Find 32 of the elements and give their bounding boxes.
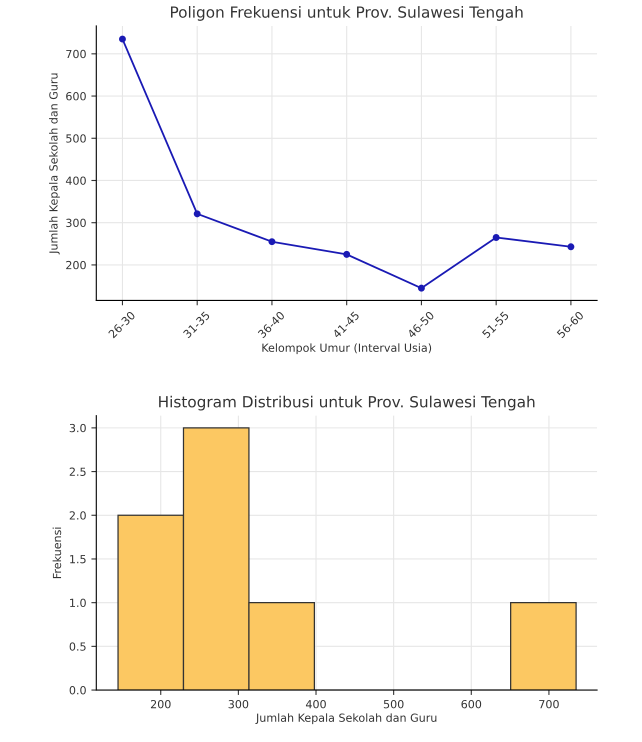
x-tick-label: 400 bbox=[306, 700, 326, 708]
y-tick-label: 0.0 bbox=[70, 686, 86, 694]
point bbox=[194, 210, 201, 218]
y-tick-label: 600 bbox=[66, 92, 86, 100]
y-tick-label: 400 bbox=[66, 176, 86, 185]
x-tick-label: 500 bbox=[384, 700, 404, 708]
y-tick-label: 3.0 bbox=[70, 424, 86, 432]
x-tick-label: 300 bbox=[228, 700, 248, 708]
x-tick-label: 700 bbox=[539, 700, 559, 708]
x-axis-title: Kelompok Umur (Interval Usia) bbox=[262, 343, 432, 354]
x-axis-title: Jumlah Kepala Sekolah dan Guru bbox=[255, 713, 436, 724]
y-tick-label: 300 bbox=[66, 218, 86, 228]
chart-title: Histogram Distribusi untuk Prov. Sulawesi Tengah bbox=[159, 396, 534, 410]
x-tick-label: 600 bbox=[461, 700, 482, 708]
y-axis-title: Frekuensi bbox=[52, 528, 62, 578]
y-tick-label: 700 bbox=[66, 50, 86, 58]
x-tick-label: 200 bbox=[150, 700, 171, 708]
y-tick-label: 200 bbox=[66, 260, 86, 270]
point bbox=[118, 36, 126, 43]
y-tick-label: 0.5 bbox=[70, 642, 86, 651]
y-axis-title: Jumlah Kepala Sekolah dan Guru bbox=[49, 74, 60, 254]
y-tick-label: 1.5 bbox=[70, 555, 86, 564]
point bbox=[492, 234, 500, 241]
y-tick-label: 500 bbox=[66, 134, 86, 143]
point bbox=[418, 284, 425, 292]
point bbox=[343, 250, 350, 258]
point bbox=[567, 243, 574, 250]
point bbox=[268, 238, 276, 246]
y-tick-label: 1.0 bbox=[70, 598, 86, 608]
y-tick-label: 2.5 bbox=[70, 468, 86, 476]
chart-title: Poligon Frekuensi untuk Prov. Sulawesi Tengah bbox=[171, 6, 523, 21]
y-tick-label: 2.0 bbox=[70, 511, 86, 520]
